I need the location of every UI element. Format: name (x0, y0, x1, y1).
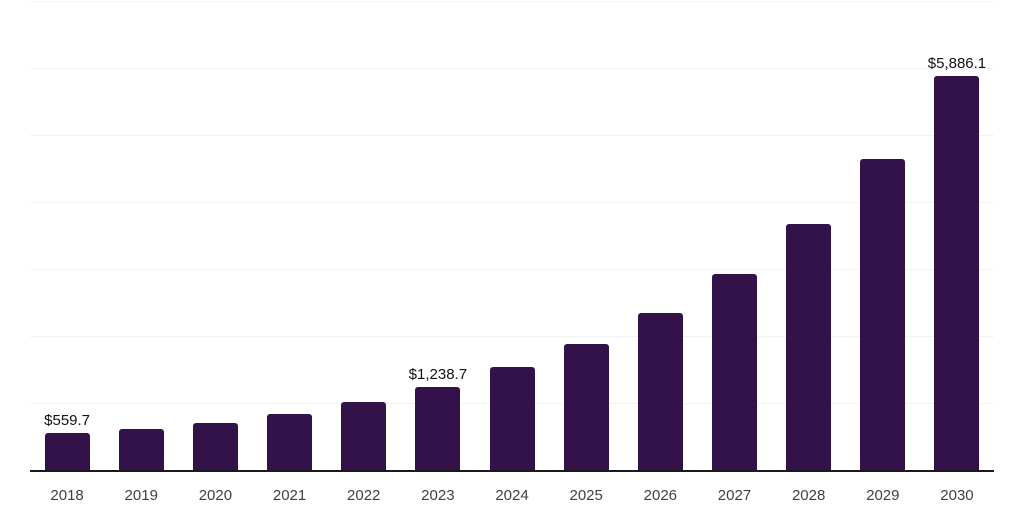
bar-slot-2024 (475, 1, 549, 470)
bar-2018 (44, 432, 90, 470)
bar-slot-2027 (697, 1, 771, 470)
bar-slot-2019 (104, 1, 178, 470)
x-tick-2029: 2029 (866, 487, 900, 504)
x-tick-2019: 2019 (124, 487, 158, 504)
x-tick-2022: 2022 (347, 487, 381, 504)
gridline-2000 (30, 336, 994, 337)
bar-2026 (637, 312, 683, 470)
x-tick-2020: 2020 (198, 487, 233, 504)
bars-container: $559.7 $1,238.7 $5,886.1 (30, 1, 994, 470)
bar-2025 (563, 344, 609, 470)
value-label-2023: $1,238.7 (408, 366, 468, 384)
gridline-6000 (30, 68, 994, 69)
bar-slot-2023: $1,238.7 (401, 1, 475, 470)
bar-slot-2030: $5,886.1 (920, 1, 994, 470)
x-tick-2028: 2028 (791, 487, 826, 504)
bar-2027 (711, 274, 757, 470)
value-label-2030: $5,886.1 (927, 54, 987, 72)
x-axis-labels: 2018 2019 2020 2021 2022 2023 2024 2025 2026 2027… (30, 472, 994, 504)
bar-2021 (267, 414, 313, 470)
x-tick-2018: 2018 (50, 487, 84, 504)
x-tick-2023: 2023 (421, 487, 455, 504)
bar-slot-2029 (846, 1, 920, 470)
bar-slot-2021 (252, 1, 326, 470)
bar-2030 (934, 75, 980, 470)
bar-2023 (415, 387, 461, 470)
gridline-7000 (30, 1, 994, 2)
x-tick-2025: 2025 (569, 487, 603, 504)
x-tick-2024: 2024 (495, 487, 529, 504)
gridline-4000 (30, 202, 994, 203)
bar-slot-2020 (178, 1, 252, 470)
gridline-3000 (30, 269, 994, 270)
x-tick-2030: 2030 (940, 487, 974, 504)
x-tick-2021: 2021 (272, 487, 307, 504)
bar-slot-2018: $559.7 (30, 1, 104, 470)
x-tick-2027: 2027 (717, 487, 752, 504)
bar-2028 (786, 224, 832, 470)
x-tick-2026: 2026 (643, 487, 678, 504)
bar-2024 (489, 367, 535, 470)
bar-slot-2022 (327, 1, 401, 470)
bar-slot-2026 (623, 1, 697, 470)
bar-2020 (192, 422, 238, 470)
gridline-5000 (30, 135, 994, 136)
bar-slot-2028 (772, 1, 846, 470)
bar-2029 (860, 159, 906, 470)
bar-2022 (341, 401, 387, 470)
value-label-2018: $559.7 (44, 411, 91, 429)
bar-2019 (118, 428, 164, 470)
plot-area: $559.7 $1,238.7 $5,886.1 (30, 1, 994, 472)
bar-slot-2025 (549, 1, 623, 470)
